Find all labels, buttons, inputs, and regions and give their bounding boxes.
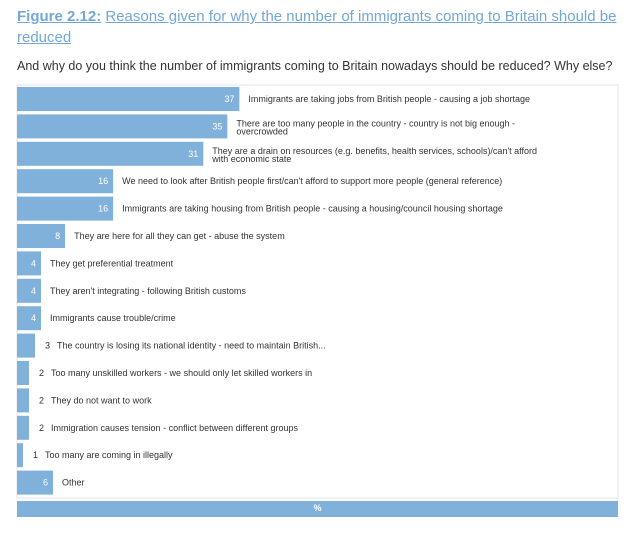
bar-value-label: 37: [224, 94, 234, 104]
axis-unit-bar: %: [17, 501, 618, 517]
survey-question: And why do you think the number of immig…: [17, 59, 613, 73]
bar: [17, 443, 24, 468]
bar-value-label: 16: [98, 204, 108, 214]
bar: [17, 141, 204, 166]
category-label: Too many unskilled workers - we should o…: [51, 368, 312, 378]
bar: [17, 251, 42, 276]
bar: [17, 333, 36, 358]
category-label: Immigrants cause trouble/crime: [50, 313, 176, 323]
category-label: They are a drain on resources (e.g. bene…: [211, 146, 537, 164]
bar: [17, 196, 114, 221]
category-label: Too many are coming in illegally: [45, 450, 173, 460]
bar: [17, 114, 228, 139]
figure-title-text: Reasons given for why the number of immi…: [17, 8, 617, 46]
category-label: They do not want to work: [51, 395, 152, 405]
bar-value-label: 2: [39, 395, 44, 405]
category-label: There are too many people in the country…: [236, 118, 515, 136]
bar: [17, 470, 54, 495]
axis-unit-label: %: [313, 503, 322, 513]
bar-chart: 37 Immigrants are taking jobs from Britis…: [16, 84, 619, 499]
bar: [17, 415, 30, 440]
bar-value-label: 4: [31, 258, 36, 268]
bar-value-label: 8: [55, 231, 60, 241]
category-label: Other: [62, 478, 85, 488]
bar: [17, 169, 114, 194]
category-label: Immigration causes tension - conflict be…: [51, 423, 298, 433]
bar: [17, 224, 66, 248]
category-label: They get preferential treatment: [50, 258, 174, 268]
category-label: They are here for all they can get - abu…: [74, 231, 285, 241]
category-label: They aren't integrating - following Brit…: [50, 286, 246, 296]
bar: [17, 361, 30, 385]
category-label: Immigrants are taking jobs from British …: [248, 94, 530, 104]
category-label: The country is losing its national ident…: [57, 341, 326, 351]
bar-value-label: 35: [212, 121, 222, 131]
bar-value-label: 4: [31, 286, 36, 296]
bar-value-label: 2: [39, 423, 44, 433]
bar: [17, 388, 30, 413]
figure-number: Figure 2.12:: [17, 8, 102, 25]
bar-value-label: 31: [188, 149, 198, 159]
bar-value-label: 1: [33, 450, 38, 460]
bar-value-label: 16: [98, 176, 108, 186]
bar-value-label: 6: [43, 478, 48, 488]
bar: [17, 306, 42, 331]
bar: [17, 87, 240, 111]
bar: [17, 278, 42, 303]
figure-title[interactable]: Figure 2.12: Reasons given for why the n…: [17, 6, 617, 48]
bar-value-label: 4: [31, 313, 36, 323]
category-label: Immigrants are taking housing from Briti…: [122, 204, 503, 214]
category-label: We need to look after British people fir…: [122, 176, 502, 186]
bar-value-label: 3: [45, 341, 50, 351]
bar-value-label: 2: [39, 368, 44, 378]
